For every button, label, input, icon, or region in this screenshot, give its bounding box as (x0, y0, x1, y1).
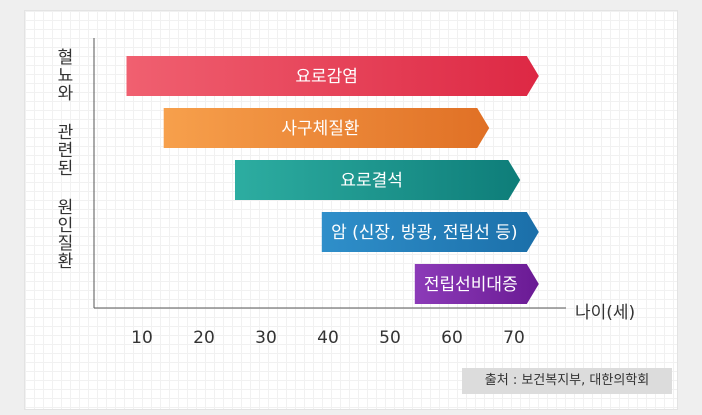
bar-label-1: 요로감염 (295, 67, 358, 87)
x-tick-40: 40 (317, 328, 339, 348)
x-axis-label: 나이(세) (575, 303, 636, 323)
x-tick-70: 70 (503, 328, 525, 348)
bar-2 (163, 108, 490, 148)
x-tick-60: 60 (441, 328, 463, 348)
bar-5 (414, 264, 539, 304)
bar-label-2: 사구체질환 (281, 119, 359, 139)
bar-3 (235, 160, 521, 200)
y-axis-label: 혈뇨와 관련된 원인질환 (53, 48, 73, 270)
x-tick-30: 30 (255, 328, 277, 348)
x-tick-20: 20 (193, 328, 215, 348)
bar-1 (126, 56, 539, 96)
bar-label-4: 암 (신장, 방광, 전립선 등) (331, 223, 517, 243)
source-note: 출처 : 보건복지부, 대한의학회 (462, 368, 672, 394)
x-tick-10: 10 (131, 328, 153, 348)
x-tick-50: 50 (379, 328, 401, 348)
bar-label-3: 요로결석 (340, 171, 403, 191)
bar-4 (321, 212, 539, 252)
bar-label-5: 전립선비대증 (424, 275, 518, 295)
